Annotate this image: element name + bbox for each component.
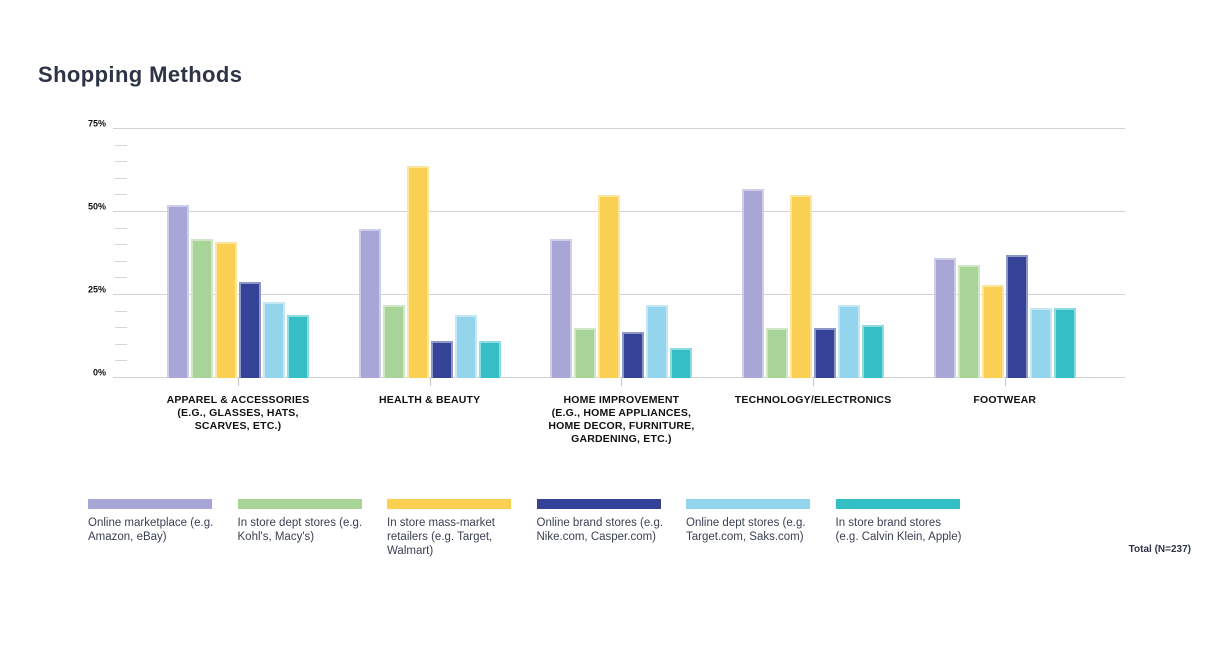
bar xyxy=(646,304,669,378)
bar xyxy=(622,331,645,378)
plot-area: 0% 25% 50% 75% APPAREL & ACCESSORIES (E.G., … xyxy=(88,119,1125,445)
bar xyxy=(742,188,765,378)
y-minor-tick xyxy=(115,161,127,163)
y-minor-tick xyxy=(115,327,127,329)
legend-swatch xyxy=(835,499,960,509)
bar xyxy=(598,195,621,378)
category-label: FOOTWEAR xyxy=(973,394,1037,406)
y-minor-tick xyxy=(115,177,127,179)
legend-label: In store dept stores (e.g. Kohl's, Macy'… xyxy=(237,517,363,543)
y-minor-tick xyxy=(115,310,127,312)
category-label: TECHNOLOGY/ELECTRONICS xyxy=(734,394,892,406)
category-label: APPAREL & ACCESSORIES (E.G., GLASSES, HA… xyxy=(166,394,310,432)
bar xyxy=(406,165,429,378)
legend-swatch xyxy=(237,499,362,509)
legend-swatch xyxy=(88,499,212,509)
y-minor-tick xyxy=(115,244,127,246)
y-minor-tick xyxy=(115,343,127,345)
bar xyxy=(862,324,885,378)
bar xyxy=(382,304,405,378)
y-axis-label: 0% xyxy=(92,367,106,378)
bar-group xyxy=(933,129,1076,378)
bar xyxy=(574,328,597,378)
bar xyxy=(478,341,501,378)
bar-group xyxy=(742,129,885,378)
y-minor-tick xyxy=(115,360,127,362)
y-axis-label: 25% xyxy=(87,284,106,295)
legend: Online marketplace (e.g. Amazon, eBay) In… xyxy=(88,499,985,558)
bar xyxy=(454,314,477,378)
x-axis-tick xyxy=(238,378,239,386)
bar xyxy=(167,205,189,378)
bar xyxy=(957,265,980,378)
chart-title: Shopping Methods xyxy=(38,62,243,87)
legend-label: In store mass-market retailers (e.g. Tar… xyxy=(387,517,495,557)
y-minor-tick xyxy=(115,194,127,196)
gridline xyxy=(113,128,1125,129)
bar xyxy=(981,285,1004,378)
bar xyxy=(838,304,861,378)
bar xyxy=(1029,308,1052,378)
bar xyxy=(430,341,453,378)
y-axis-label: 50% xyxy=(87,201,106,212)
total-note: Total (N=237) xyxy=(1128,544,1191,555)
bar xyxy=(766,328,789,378)
legend-item: In store mass-market retailers (e.g. Tar… xyxy=(387,499,515,558)
x-axis-tick xyxy=(1004,378,1006,386)
bar xyxy=(239,281,261,378)
legend-label: Online dept stores (e.g. Target.com, Sak… xyxy=(686,517,806,543)
legend-item: Online brand stores (e.g. Nike.com, Casp… xyxy=(536,499,665,558)
x-axis-tick xyxy=(621,378,623,386)
legend-swatch xyxy=(536,499,661,509)
bar xyxy=(358,228,381,378)
bar xyxy=(215,241,237,378)
bar-group xyxy=(358,129,501,378)
bar xyxy=(550,238,573,378)
bar xyxy=(1053,308,1076,378)
bar xyxy=(191,238,213,378)
legend-item: In store dept stores (e.g. Kohl's, Macy'… xyxy=(237,499,366,558)
y-minor-tick xyxy=(115,227,127,229)
bar-group xyxy=(167,129,309,378)
y-minor-tick xyxy=(115,260,127,262)
x-axis-tick xyxy=(813,378,815,386)
category-label: HEALTH & BEAUTY xyxy=(378,394,481,406)
bar-group xyxy=(550,129,693,378)
bar xyxy=(790,195,813,378)
bar xyxy=(670,348,693,378)
legend-item: Online dept stores (e.g. Target.com, Sak… xyxy=(686,499,814,558)
legend-item: In store brand stores (e.g. Calvin Klein… xyxy=(835,499,964,558)
y-minor-tick xyxy=(115,144,127,146)
x-axis-tick xyxy=(429,378,431,386)
category-label: HOME IMPROVEMENT (E.G., HOME APPLIANCES,… xyxy=(548,394,695,445)
y-axis-label: 75% xyxy=(87,118,106,129)
bar xyxy=(814,328,837,378)
bar xyxy=(263,301,285,378)
legend-label: Online marketplace (e.g. Amazon, eBay) xyxy=(88,517,214,543)
legend-item: Online marketplace (e.g. Amazon, eBay) xyxy=(88,499,216,558)
bar xyxy=(287,314,309,378)
legend-swatch xyxy=(686,499,810,509)
bar xyxy=(1005,255,1028,378)
legend-label: Online brand stores (e.g. Nike.com, Casp… xyxy=(536,517,664,543)
legend-label: In store brand stores (e.g. Calvin Klein… xyxy=(835,517,962,543)
legend-swatch xyxy=(387,499,511,509)
bar xyxy=(933,258,956,378)
y-minor-tick xyxy=(115,277,127,279)
